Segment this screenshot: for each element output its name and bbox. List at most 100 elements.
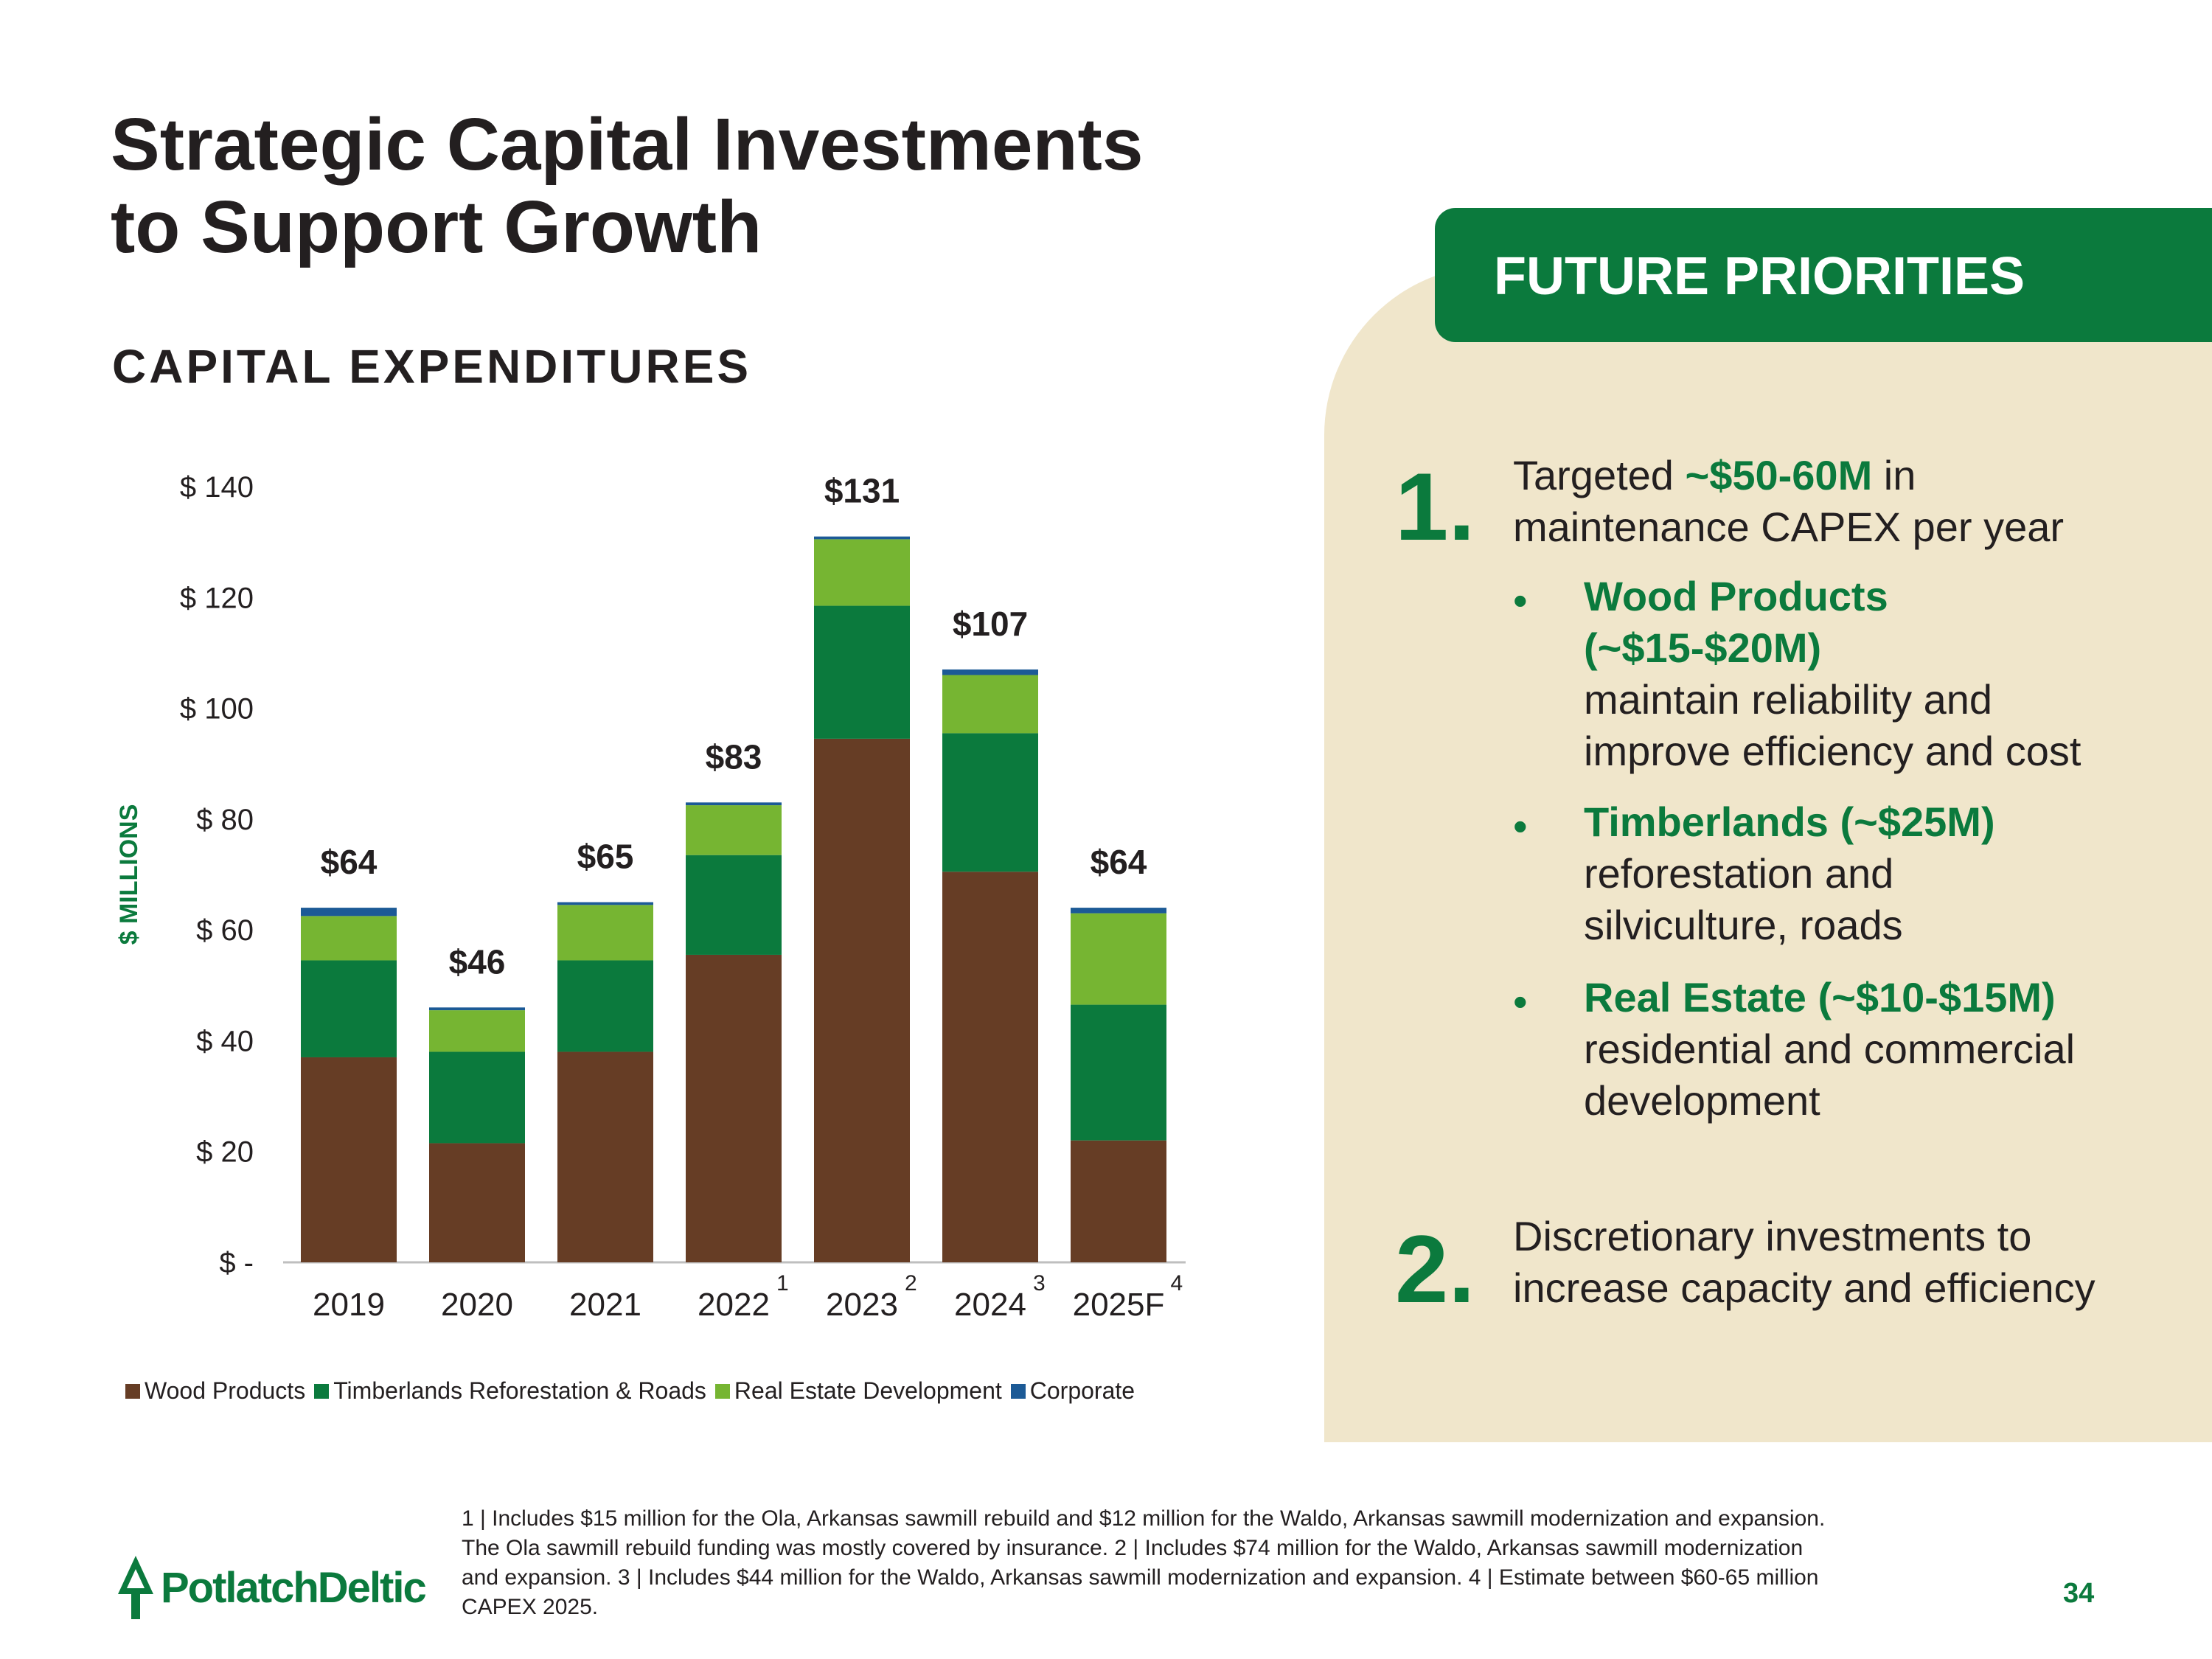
legend-swatch xyxy=(314,1383,330,1399)
bar-segment-real-estate-development xyxy=(1071,913,1166,1005)
bar-segment-corporate xyxy=(686,802,782,806)
chart-legend: Wood Products Timberlands Reforestation … xyxy=(125,1377,1135,1405)
y-tick-label: $ 40 xyxy=(196,1025,254,1057)
x-tick-label: 2023 xyxy=(826,1287,898,1323)
page-title: Strategic Capital Investments to Support… xyxy=(111,103,1143,268)
bar-segment-corporate xyxy=(301,908,397,917)
bullet-wood-products: Wood Products (~$15-$20M) maintain relia… xyxy=(1584,571,2188,777)
bar-segment-corporate xyxy=(1071,908,1166,914)
x-tick-label: 2025F xyxy=(1073,1287,1165,1323)
bar-segment-timberlands-reforestation-roads xyxy=(814,605,910,739)
legend-label: Real Estate Development xyxy=(734,1377,1002,1404)
footnote-line: CAPEX 2025. xyxy=(462,1595,599,1619)
bullet-dot: • xyxy=(1513,803,1528,849)
priority-1-line2: maintenance CAPEX per year xyxy=(1513,504,2065,550)
legend-item-wood-products: Wood Products xyxy=(125,1377,305,1405)
bar-segment-wood-products xyxy=(814,738,910,1262)
bar-segment-timberlands-reforestation-roads xyxy=(942,733,1038,872)
bullet-desc: residential and commercial xyxy=(1584,1026,2076,1072)
tree-logo-icon xyxy=(118,1556,153,1619)
bullet-timberlands: Timberlands (~$25M) reforestation and si… xyxy=(1584,796,2188,951)
bullet-desc-2: silviculture, roads xyxy=(1584,902,1903,948)
y-axis-title: $ MILLIONS xyxy=(115,804,143,945)
bar-segment-wood-products xyxy=(557,1051,653,1262)
bar-segment-real-estate-development xyxy=(814,539,910,606)
priorities-header-label: FUTURE PRIORITIES xyxy=(1494,247,2025,306)
bar-segment-corporate xyxy=(557,902,653,905)
priority-number-1: 1. xyxy=(1395,453,1475,560)
bar-segment-wood-products xyxy=(1071,1140,1166,1262)
priority-1-text: Targeted ~$50-60M in maintenance CAPEX p… xyxy=(1513,450,2064,553)
bullet-desc: reforestation and xyxy=(1584,850,1894,897)
x-tick-footnote-marker: 4 xyxy=(1171,1271,1183,1295)
bar-segment-wood-products xyxy=(429,1143,525,1262)
y-tick-label: $ 140 xyxy=(180,471,254,504)
bar-segment-wood-products xyxy=(942,872,1038,1262)
legend-item-real-estate: Real Estate Development xyxy=(714,1377,1002,1405)
logo-text: PotlatchDeltic xyxy=(161,1563,427,1612)
bar-segment-real-estate-development xyxy=(301,916,397,961)
bar-total-label: $65 xyxy=(577,838,634,876)
legend-swatch xyxy=(125,1383,140,1399)
legend-item-corporate: Corporate xyxy=(1010,1377,1135,1405)
priority-number-2: 2. xyxy=(1395,1215,1475,1323)
bar-segment-timberlands-reforestation-roads xyxy=(557,960,653,1052)
priorities-header: FUTURE PRIORITIES xyxy=(1435,208,2212,342)
capex-chart: $ - $ 20 $ 40 $ 60 $ 80 $ 100 $ 120 $ 140 $ MILL… xyxy=(115,471,1186,1323)
bar-segment-real-estate-development xyxy=(686,805,782,855)
bar-segment-timberlands-reforestation-roads xyxy=(1071,1004,1166,1141)
page-number: 34 xyxy=(2063,1578,2095,1609)
bar-total-label: $83 xyxy=(706,737,762,776)
priority-2-text: Discretionary investments to increase ca… xyxy=(1513,1211,2096,1314)
x-tick-label: 2020 xyxy=(441,1287,513,1323)
legend-label: Timberlands Reforestation & Roads xyxy=(333,1377,706,1404)
y-tick-label: $ 20 xyxy=(196,1136,254,1169)
bar-segment-corporate xyxy=(942,669,1038,675)
priority-1-pre: Targeted xyxy=(1513,452,1674,498)
bullet-dot: • xyxy=(1513,577,1528,624)
bullet-title: Real Estate (~$10-$15M) xyxy=(1584,974,2056,1020)
x-tick-label: 2024 xyxy=(954,1287,1026,1323)
priority-2-line2: increase capacity and efficiency xyxy=(1513,1265,2096,1311)
bar-total-label: $131 xyxy=(824,472,900,510)
footnote-line: The Ola sawmill rebuild funding was most… xyxy=(462,1536,1804,1560)
potlatchdeltic-logo: PotlatchDeltic xyxy=(115,1556,427,1619)
page-title-line2: to Support Growth xyxy=(111,186,762,268)
bullet-title: Wood Products xyxy=(1584,573,1888,619)
y-tick-label: $ 80 xyxy=(196,804,254,836)
bullet-desc-2: improve efficiency and cost xyxy=(1584,728,2081,774)
legend-swatch xyxy=(1010,1383,1026,1399)
bullet-desc-2: development xyxy=(1584,1077,1820,1124)
x-tick-footnote-marker: 1 xyxy=(776,1271,789,1295)
bar-segment-real-estate-development xyxy=(557,905,653,961)
bar-total-label: $46 xyxy=(449,942,506,981)
bar-total-label: $64 xyxy=(1091,843,1147,881)
bar-segment-real-estate-development xyxy=(942,675,1038,734)
y-tick-label: $ - xyxy=(219,1247,254,1279)
legend-swatch xyxy=(714,1383,730,1399)
section-subtitle: CAPITAL EXPENDITURES xyxy=(112,340,752,393)
bar-segment-real-estate-development xyxy=(429,1010,525,1052)
priority-1-highlight: ~$50-60M xyxy=(1685,452,1873,498)
priority-1-post: in xyxy=(1883,452,1916,498)
bar-segment-timberlands-reforestation-roads xyxy=(686,855,782,955)
y-tick-label: $ 60 xyxy=(196,914,254,947)
x-tick-label: 2019 xyxy=(313,1287,385,1323)
bar-segment-timberlands-reforestation-roads xyxy=(429,1051,525,1144)
bar-total-label: $107 xyxy=(953,605,1028,643)
bullet-title: Timberlands (~$25M) xyxy=(1584,799,1995,845)
y-tick-label: $ 100 xyxy=(180,693,254,726)
bullet-real-estate: Real Estate (~$10-$15M) residential and … xyxy=(1584,972,2188,1127)
legend-item-timberlands: Timberlands Reforestation & Roads xyxy=(314,1377,706,1405)
y-tick-label: $ 120 xyxy=(180,582,254,614)
x-tick-label: 2021 xyxy=(569,1287,641,1323)
x-tick-footnote-marker: 3 xyxy=(1033,1271,1046,1295)
page-title-line1: Strategic Capital Investments xyxy=(111,103,1144,186)
footnote-line: and expansion. 3 | Includes $44 million … xyxy=(462,1565,1819,1590)
x-tick-footnote-marker: 2 xyxy=(905,1271,917,1295)
bar-segment-timberlands-reforestation-roads xyxy=(301,960,397,1057)
footnotes: 1 | Includes $15 million for the Ola, Ar… xyxy=(462,1504,2017,1622)
bar-segment-wood-products xyxy=(686,954,782,1262)
priorities-panel xyxy=(1324,265,2212,1442)
bar-segment-corporate xyxy=(429,1007,525,1011)
